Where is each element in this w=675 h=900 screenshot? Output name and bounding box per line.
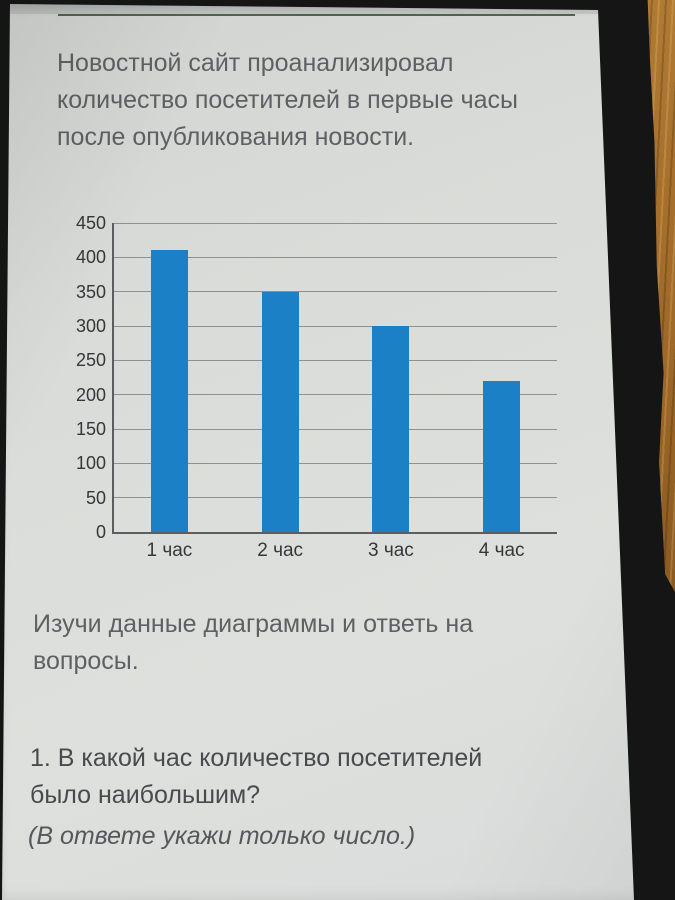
bar <box>372 326 410 532</box>
grid-line <box>114 497 557 499</box>
x-tick-label: 1 час <box>146 540 193 561</box>
page-top-divider <box>58 14 575 16</box>
grid-line <box>114 256 557 258</box>
y-tick-label: 300 <box>75 316 106 336</box>
y-tick-label: 400 <box>75 247 106 268</box>
intro-text: Новостной сайт проанализировал количеств… <box>57 45 518 156</box>
y-tick-label: 150 <box>75 419 106 439</box>
y-tick-label: 450 <box>75 213 106 233</box>
x-tick-label: 3 час <box>367 540 414 561</box>
instruction-text: Изучи данные диаграммы и ответь на вопро… <box>33 606 473 680</box>
instruction-line-1: Изучи данные диаграммы и ответь на <box>33 610 474 638</box>
grid-line <box>114 462 557 464</box>
bar <box>150 250 188 532</box>
grid-line <box>114 291 557 293</box>
screen-top-edge-shadow <box>2 4 634 14</box>
grid-line <box>114 359 557 361</box>
grid-line <box>114 222 557 224</box>
x-tick-label: 2 час <box>257 540 304 561</box>
grid-line <box>114 428 557 430</box>
y-tick-label: 50 <box>85 487 106 508</box>
wooden-desk-surface <box>647 0 675 592</box>
y-tick-label: 100 <box>75 453 106 474</box>
y-tick-label: 0 <box>95 522 106 542</box>
question-text: 1. В какой час количество посетителей бы… <box>30 740 482 814</box>
bar-chart-plot-area: 0 50 100 150 200 250 300 350 400 450 1 час 2 час 3 ч… <box>76 213 557 561</box>
grid-line <box>114 394 557 396</box>
question-line-1: 1. В какой час количество посетителей <box>30 744 483 772</box>
intro-line-3: после опубликования новости. <box>57 123 415 151</box>
intro-line-2: количество посетителей в первые часы <box>57 86 518 114</box>
grid-line <box>114 325 557 327</box>
bar <box>261 291 299 532</box>
x-tick-label: 4 час <box>478 540 525 561</box>
intro-line-1: Новостной сайт проанализировал <box>57 49 454 77</box>
bar <box>483 380 521 532</box>
y-tick-label: 200 <box>75 384 106 405</box>
y-tick-label: 250 <box>75 350 106 371</box>
question-line-2: было наибольшим? <box>30 781 261 809</box>
answer-format-note: (В ответе укажи только число.) <box>28 822 416 850</box>
y-tick-label: 350 <box>75 281 106 302</box>
instruction-line-2: вопросы. <box>33 647 139 675</box>
